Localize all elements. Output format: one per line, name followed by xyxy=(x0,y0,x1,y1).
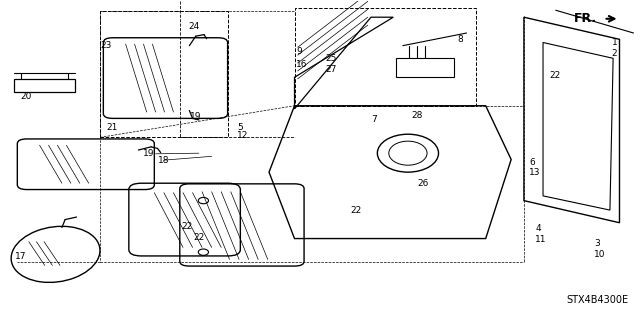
Text: 9: 9 xyxy=(296,48,302,56)
Text: 10: 10 xyxy=(594,250,605,259)
Bar xyxy=(396,58,454,77)
Text: 4: 4 xyxy=(536,224,541,233)
Text: 17: 17 xyxy=(15,252,27,261)
Text: 12: 12 xyxy=(237,131,248,140)
Text: 13: 13 xyxy=(529,168,541,177)
Text: STX4B4300E: STX4B4300E xyxy=(566,295,628,305)
Text: 19: 19 xyxy=(143,149,154,158)
Text: 24: 24 xyxy=(188,22,199,31)
Text: 6: 6 xyxy=(529,158,535,167)
Text: 21: 21 xyxy=(106,123,118,132)
Text: 2: 2 xyxy=(612,49,618,58)
Text: 22: 22 xyxy=(351,206,362,215)
Text: 27: 27 xyxy=(325,65,337,74)
Text: FR.: FR. xyxy=(573,12,596,25)
Bar xyxy=(14,79,75,92)
Text: 1: 1 xyxy=(612,38,618,47)
Bar xyxy=(100,11,228,137)
Text: 22: 22 xyxy=(549,71,561,80)
Text: 25: 25 xyxy=(325,54,337,63)
Text: 23: 23 xyxy=(100,41,111,49)
Text: 22: 22 xyxy=(194,233,205,242)
Text: 16: 16 xyxy=(296,60,308,69)
Text: 26: 26 xyxy=(417,179,429,188)
Text: 22: 22 xyxy=(182,222,193,231)
Text: 11: 11 xyxy=(536,235,547,244)
Text: 20: 20 xyxy=(20,92,32,101)
Text: 7: 7 xyxy=(371,115,377,124)
Bar xyxy=(294,8,476,106)
Text: 5: 5 xyxy=(237,123,243,132)
Text: 19: 19 xyxy=(190,112,202,121)
Text: 28: 28 xyxy=(412,111,423,120)
Text: 8: 8 xyxy=(458,35,463,44)
Text: 18: 18 xyxy=(157,156,169,165)
Text: 3: 3 xyxy=(594,239,600,248)
